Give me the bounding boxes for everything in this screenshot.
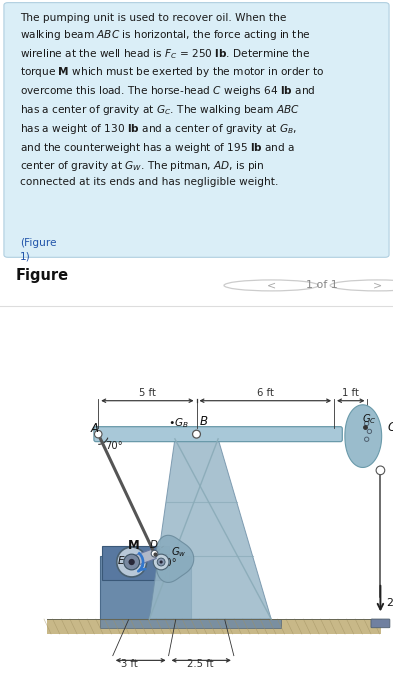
Circle shape	[224, 280, 318, 291]
Text: $E$: $E$	[117, 554, 125, 566]
Circle shape	[124, 554, 140, 570]
Bar	[47, 619, 381, 634]
Text: (Figure
1): (Figure 1)	[20, 237, 56, 261]
Circle shape	[153, 554, 169, 570]
Polygon shape	[149, 439, 271, 619]
Text: 1 ft: 1 ft	[342, 387, 359, 398]
Text: 20°: 20°	[159, 559, 177, 568]
Circle shape	[95, 430, 102, 438]
Text: $\mathbf{M}$: $\mathbf{M}$	[127, 539, 140, 552]
Bar	[100, 556, 191, 619]
Text: $G_w$: $G_w$	[171, 545, 187, 559]
Text: <: <	[266, 280, 276, 291]
FancyBboxPatch shape	[371, 619, 390, 627]
Circle shape	[129, 559, 135, 565]
Polygon shape	[130, 549, 156, 567]
Bar	[100, 619, 281, 627]
Text: 2.5 ft: 2.5 ft	[187, 659, 213, 670]
Text: 3 ft: 3 ft	[121, 659, 138, 670]
Circle shape	[376, 466, 385, 475]
Text: $B$: $B$	[199, 415, 208, 428]
Text: 6 ft: 6 ft	[257, 387, 274, 398]
Circle shape	[160, 561, 163, 563]
Circle shape	[330, 280, 393, 291]
Text: Figure: Figure	[16, 268, 69, 283]
Circle shape	[151, 550, 158, 557]
Text: 250 lb: 250 lb	[387, 598, 393, 608]
Circle shape	[117, 547, 147, 577]
Polygon shape	[156, 535, 194, 582]
Text: $C$: $C$	[387, 421, 393, 434]
FancyBboxPatch shape	[4, 3, 389, 257]
Text: $D$: $D$	[149, 538, 158, 550]
Text: The pumping unit is used to recover oil. When the
walking beam $\mathit{ABC}$ is: The pumping unit is used to recover oil.…	[20, 13, 324, 187]
Text: 5 ft: 5 ft	[139, 387, 156, 398]
Text: $A$: $A$	[90, 421, 99, 435]
Circle shape	[157, 558, 165, 566]
Text: $G_C$: $G_C$	[362, 413, 376, 426]
Text: $\bullet G_B$: $\bullet G_B$	[168, 416, 189, 430]
Circle shape	[193, 430, 200, 438]
Polygon shape	[345, 405, 382, 467]
Text: 70°: 70°	[105, 441, 123, 451]
Bar	[102, 546, 169, 580]
Text: >: >	[373, 280, 382, 291]
FancyBboxPatch shape	[94, 427, 342, 442]
Text: 1 of 1: 1 of 1	[307, 280, 338, 291]
